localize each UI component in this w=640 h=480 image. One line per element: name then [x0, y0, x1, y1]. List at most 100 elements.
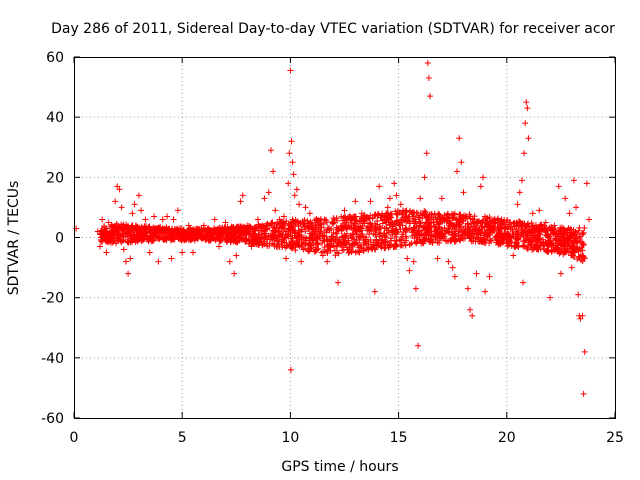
band-point	[324, 224, 331, 231]
data-point	[358, 210, 365, 217]
band-point	[456, 211, 463, 218]
band-point	[522, 228, 529, 235]
data-point	[479, 174, 486, 181]
band-point	[538, 221, 545, 228]
band-point	[176, 228, 183, 235]
band-point	[367, 221, 374, 228]
data-point	[324, 258, 331, 265]
data-point	[211, 216, 218, 223]
data-point	[296, 201, 303, 208]
band-point	[234, 239, 241, 246]
x-tick-label: 10	[281, 430, 299, 446]
band-point	[300, 221, 307, 228]
band-point	[464, 226, 471, 233]
band-point	[383, 210, 390, 217]
band-point	[254, 236, 261, 243]
band-point	[413, 231, 420, 238]
band-point	[292, 247, 299, 254]
band-point	[113, 221, 120, 228]
band-point	[415, 214, 422, 221]
band-point	[409, 209, 416, 216]
band-point	[275, 241, 282, 248]
band-point	[348, 242, 355, 249]
y-tick-label: -40	[41, 351, 64, 367]
band-point	[214, 232, 221, 239]
band-point	[332, 230, 339, 237]
band-point	[165, 227, 172, 234]
band-point	[559, 224, 566, 231]
data-point	[415, 342, 422, 349]
band-point	[286, 222, 293, 229]
band-point	[434, 230, 441, 237]
band-point	[534, 239, 541, 246]
data-point	[454, 168, 461, 175]
data-point	[522, 120, 529, 127]
band-point	[466, 211, 473, 218]
band-point	[562, 248, 569, 255]
band-point	[557, 249, 564, 256]
band-point	[336, 238, 343, 245]
band-point	[263, 232, 270, 239]
data-point	[127, 255, 134, 262]
band-point	[398, 236, 405, 243]
y-tick-label: -60	[41, 411, 64, 427]
data-point	[525, 135, 532, 142]
data-point	[425, 75, 432, 82]
band-point	[350, 248, 357, 255]
band-point	[580, 229, 587, 236]
data-point	[105, 219, 112, 226]
band-point	[482, 237, 489, 244]
band-point	[291, 230, 298, 237]
band-point	[491, 226, 498, 233]
band-point	[552, 225, 559, 232]
band-point	[289, 216, 296, 223]
band-point	[133, 237, 140, 244]
data-point	[239, 192, 246, 199]
band-point	[125, 239, 132, 246]
band-point	[571, 240, 578, 247]
data-point	[226, 258, 233, 265]
band-point	[540, 240, 547, 247]
band-point	[527, 241, 534, 248]
band-point	[576, 234, 583, 241]
data-point	[261, 195, 268, 202]
data-point	[233, 252, 240, 259]
band-point	[412, 216, 419, 223]
band-point	[568, 226, 575, 233]
data-point	[380, 258, 387, 265]
data-point	[363, 216, 370, 223]
data-point	[430, 216, 437, 223]
band-point	[310, 234, 317, 241]
data-point	[583, 180, 590, 187]
band-point	[373, 225, 380, 232]
band-point	[469, 216, 476, 223]
band-point	[233, 223, 240, 230]
band-point	[278, 225, 285, 232]
band-point	[328, 241, 335, 248]
band-point	[366, 220, 373, 227]
band-point	[379, 220, 386, 227]
band-point	[217, 231, 224, 238]
band-point	[364, 225, 371, 232]
band-point	[222, 225, 229, 232]
band-point	[111, 237, 118, 244]
band-point	[484, 227, 491, 234]
band-point	[173, 227, 180, 234]
band-point	[479, 217, 486, 224]
band-point	[438, 225, 445, 232]
band-point	[384, 227, 391, 234]
band-point	[579, 231, 586, 238]
data-point	[449, 264, 456, 271]
data-point	[356, 249, 363, 256]
band-point	[532, 228, 539, 235]
band-point	[475, 226, 482, 233]
band-point	[108, 221, 115, 228]
y-tick-label: 20	[46, 170, 64, 186]
data-point	[421, 174, 428, 181]
band-point	[160, 236, 167, 243]
band-point	[188, 229, 195, 236]
band-point	[417, 219, 424, 226]
band-point	[532, 222, 539, 229]
data-points	[73, 60, 593, 397]
band-point	[571, 232, 578, 239]
